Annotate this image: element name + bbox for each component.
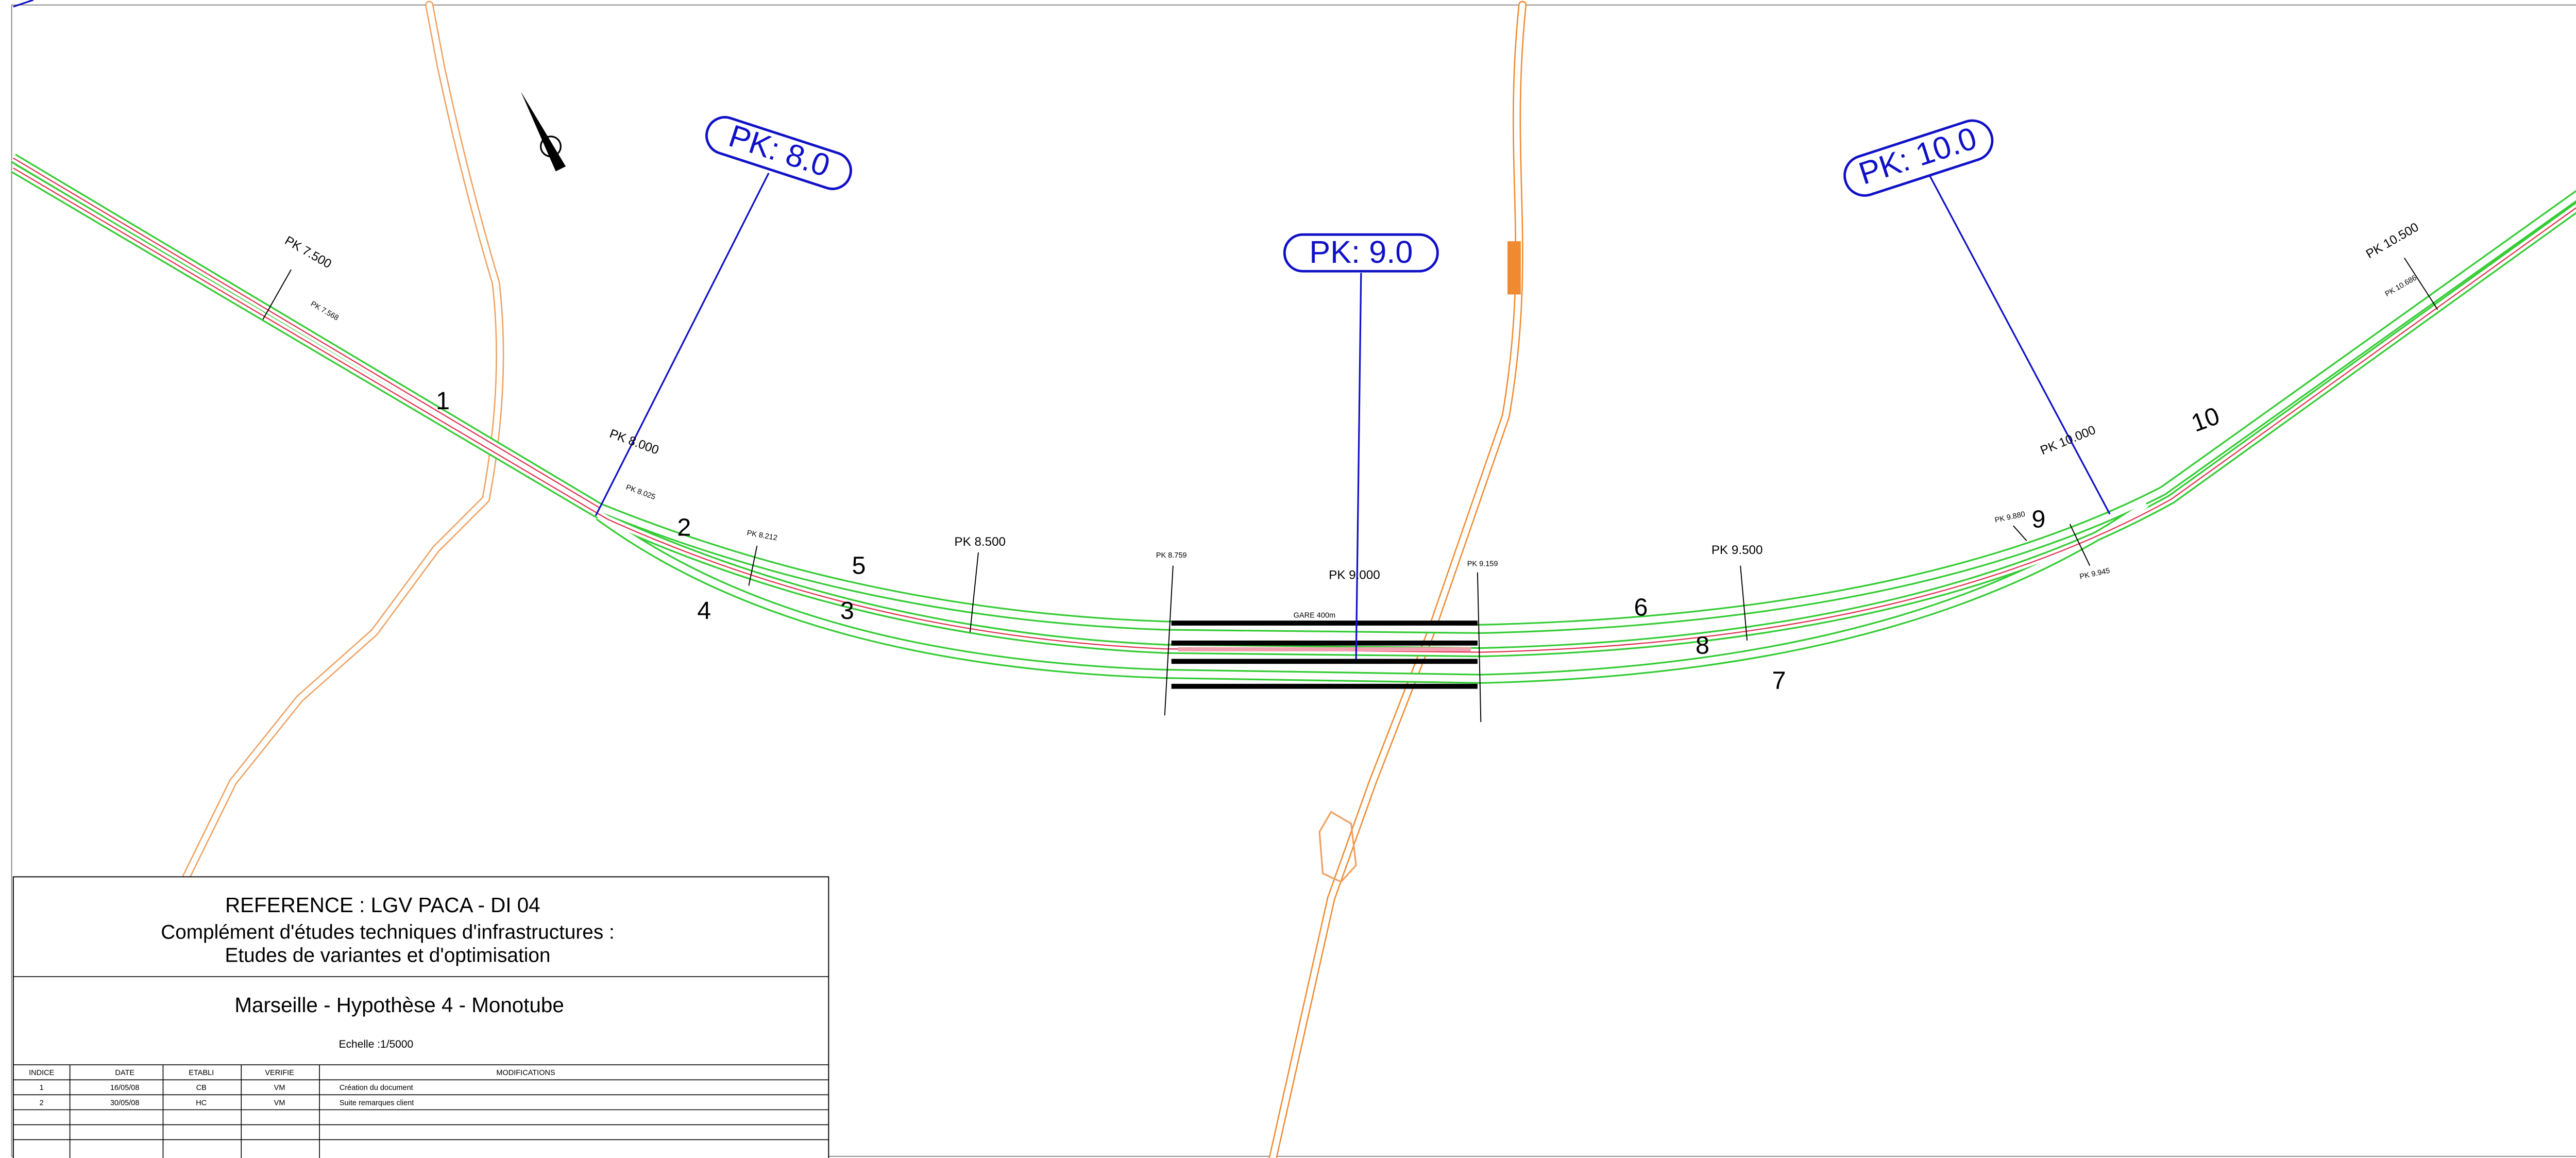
pk-label: PK 8.000 <box>607 427 660 457</box>
pk-label: PK 7.500 <box>282 233 334 271</box>
drawing: PK: 8.0 PK: 9.0 PK: 10.0 PK 7.500 PK 7.5… <box>0 0 2576 1158</box>
pk-label: PK 8.500 <box>954 535 1006 549</box>
pk-label: PK 9.159 <box>1467 560 1498 568</box>
compass <box>521 92 566 172</box>
track-number: 8 <box>1696 632 1709 660</box>
pk-label: PK 10.500 <box>2364 220 2421 261</box>
title-block: REFERENCE : LGV PACA - DI 04 Complément … <box>13 877 829 1158</box>
pk-label: PK 9.000 <box>1329 568 1380 582</box>
track-number: 10 <box>2188 402 2223 438</box>
track-number: 1 <box>436 387 450 415</box>
project: Marseille - Hypothèse 4 - Monotube <box>234 993 564 1017</box>
table-cell: Suite remarques client <box>340 1099 414 1107</box>
track-number: 9 <box>2031 505 2045 533</box>
table-header: ETABLI <box>189 1069 214 1077</box>
table-header: INDICE <box>29 1069 55 1077</box>
pk-label: PK 10.000 <box>2038 423 2097 458</box>
pk-marker: PK: 10.0 <box>1855 120 1981 191</box>
station-label: GARE 400m <box>1294 611 1335 619</box>
table-cell: HC <box>196 1099 207 1107</box>
table-cell: VM <box>274 1099 285 1107</box>
pk-label: PK 7.568 <box>309 300 340 323</box>
subtitle: Complément d'études techniques d'infrast… <box>161 921 614 943</box>
table-cell: 16/05/08 <box>110 1084 140 1092</box>
pk-label: PK 8.212 <box>746 529 778 542</box>
scale: Echelle :1/5000 <box>339 1038 414 1050</box>
pk-marker: PK: 8.0 <box>724 118 834 184</box>
corner-mark <box>13 0 33 7</box>
pk-label: PK 8.025 <box>625 483 657 501</box>
table-cell: VM <box>274 1084 285 1092</box>
track-number: 5 <box>852 552 866 580</box>
table-header: VERIFIE <box>265 1069 294 1077</box>
reference: REFERENCE : LGV PACA - DI 04 <box>225 893 540 917</box>
pk-label: PK 10.686 <box>2384 274 2418 298</box>
subtitle: Etudes de variantes et d'optimisation <box>225 945 551 967</box>
track-number: 7 <box>1772 666 1786 694</box>
pk-label: PK 9.500 <box>1711 543 1763 557</box>
table-cell: 2 <box>40 1099 44 1107</box>
table-header: DATE <box>115 1069 134 1077</box>
page: PK: 8.0 PK: 9.0 PK: 10.0 PK 7.500 PK 7.5… <box>0 0 2576 1158</box>
track-number: 3 <box>840 597 854 625</box>
track-number: 6 <box>1634 593 1648 621</box>
track-number: 2 <box>677 513 691 541</box>
table-cell: 1 <box>40 1084 44 1092</box>
pk-label: PK 9.945 <box>2079 567 2111 581</box>
pk-marker: PK: 9.0 <box>1309 234 1413 270</box>
pk-label: PK 9.880 <box>1994 510 2026 525</box>
table-header: MODIFICATIONS <box>496 1069 555 1077</box>
track-number: 4 <box>697 597 711 625</box>
table-cell: CB <box>196 1084 207 1092</box>
table-cell: 30/05/08 <box>110 1099 140 1107</box>
pk-label: PK 8.759 <box>1156 551 1187 560</box>
table-cell: Création du document <box>340 1084 413 1092</box>
